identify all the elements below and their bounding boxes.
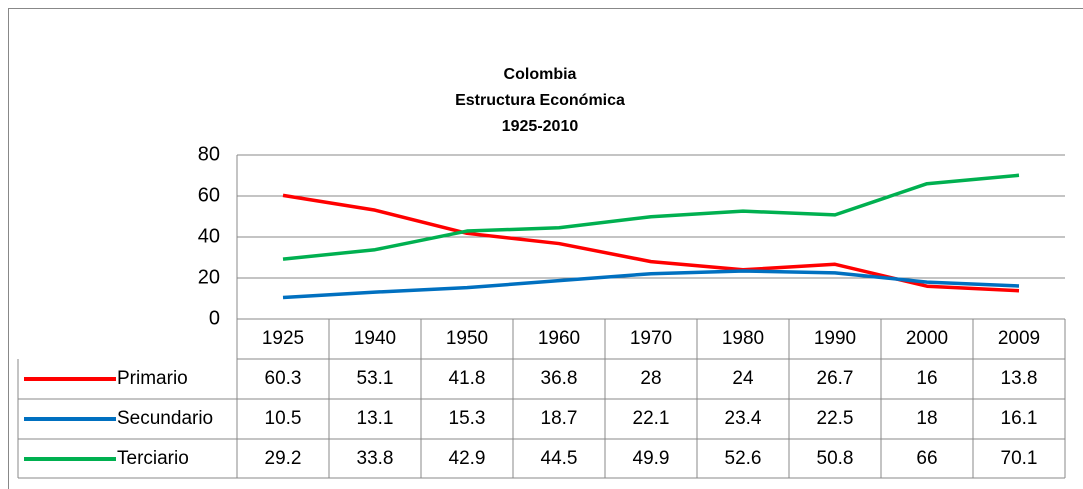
table-value: 16 [916, 368, 937, 389]
chart-title: 1925-2010 [502, 118, 579, 135]
table-value: 33.8 [357, 448, 394, 469]
table-value: 44.5 [541, 448, 578, 469]
x-tick-label: 1925 [262, 328, 304, 349]
x-tick-label: 1990 [814, 328, 856, 349]
x-tick-label: 2009 [998, 328, 1040, 349]
table-value: 60.3 [265, 368, 302, 389]
table-value: 23.4 [725, 408, 762, 429]
table-value: 70.1 [1001, 448, 1038, 469]
y-tick-label: 80 [198, 143, 220, 165]
table-value: 13.8 [1001, 368, 1038, 389]
x-tick-label: 2000 [906, 328, 948, 349]
chart-border [8, 8, 1083, 489]
table-value: 49.9 [633, 448, 670, 469]
legend-label: Terciario [117, 448, 189, 469]
table-value: 13.1 [357, 408, 394, 429]
x-tick-label: 1980 [722, 328, 764, 349]
chart-title: Estructura Económica [455, 92, 625, 109]
table-value: 24 [732, 368, 754, 389]
y-tick-label: 20 [198, 266, 220, 288]
table-value: 18 [916, 408, 937, 429]
table-value: 42.9 [449, 448, 486, 469]
table-value: 50.8 [817, 448, 854, 469]
y-tick-label: 60 [198, 184, 220, 206]
legend-label: Secundario [117, 408, 213, 429]
table-value: 22.1 [633, 408, 670, 429]
x-tick-label: 1970 [630, 328, 672, 349]
table-value: 15.3 [449, 408, 486, 429]
table-value: 36.8 [541, 368, 578, 389]
series-line [282, 269, 1020, 300]
table-value: 41.8 [449, 368, 486, 389]
table-value: 52.6 [725, 448, 762, 469]
table-value: 10.5 [265, 408, 302, 429]
table-value: 53.1 [357, 368, 394, 389]
y-tick-label: 0 [209, 307, 220, 329]
x-tick-label: 1940 [354, 328, 396, 349]
x-tick-label: 1960 [538, 328, 580, 349]
table-value: 18.7 [541, 408, 578, 429]
table-value: 28 [640, 368, 661, 389]
table-value: 22.5 [817, 408, 854, 429]
chart-title: Colombia [504, 66, 577, 83]
table-value: 16.1 [1001, 408, 1038, 429]
y-tick-label: 40 [198, 225, 220, 247]
series-line [282, 173, 1020, 261]
table-value: 26.7 [817, 368, 854, 389]
table-value: 66 [916, 448, 937, 469]
legend-label: Primario [117, 368, 188, 389]
table-value: 29.2 [265, 448, 302, 469]
x-tick-label: 1950 [446, 328, 488, 349]
